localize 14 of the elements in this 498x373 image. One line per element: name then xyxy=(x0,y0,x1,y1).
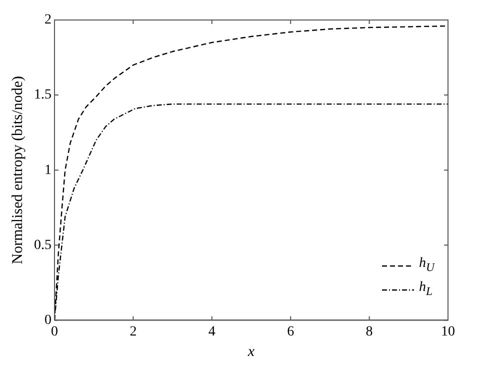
x-axis-title: x xyxy=(246,344,255,360)
y-tick-label: 0 xyxy=(44,312,52,328)
y-tick-label: 1 xyxy=(44,162,52,178)
y-tick-label: 2 xyxy=(44,12,52,28)
x-tick-label: 8 xyxy=(366,324,373,340)
legend-label: h$_{L}$ xyxy=(419,278,432,300)
x-tick-label: 6 xyxy=(287,324,294,340)
x-tick-label: 2 xyxy=(130,324,137,340)
x-tick-label: 10 xyxy=(441,324,455,340)
legend-label: h$_{U}$ xyxy=(419,255,434,276)
y-tick-label: 0.5 xyxy=(34,238,52,253)
y-axis-title: Normalised entropy (bits/node) xyxy=(10,76,26,264)
x-tick-label: 4 xyxy=(208,324,216,340)
y-tick-label: 1.5 xyxy=(34,88,52,103)
